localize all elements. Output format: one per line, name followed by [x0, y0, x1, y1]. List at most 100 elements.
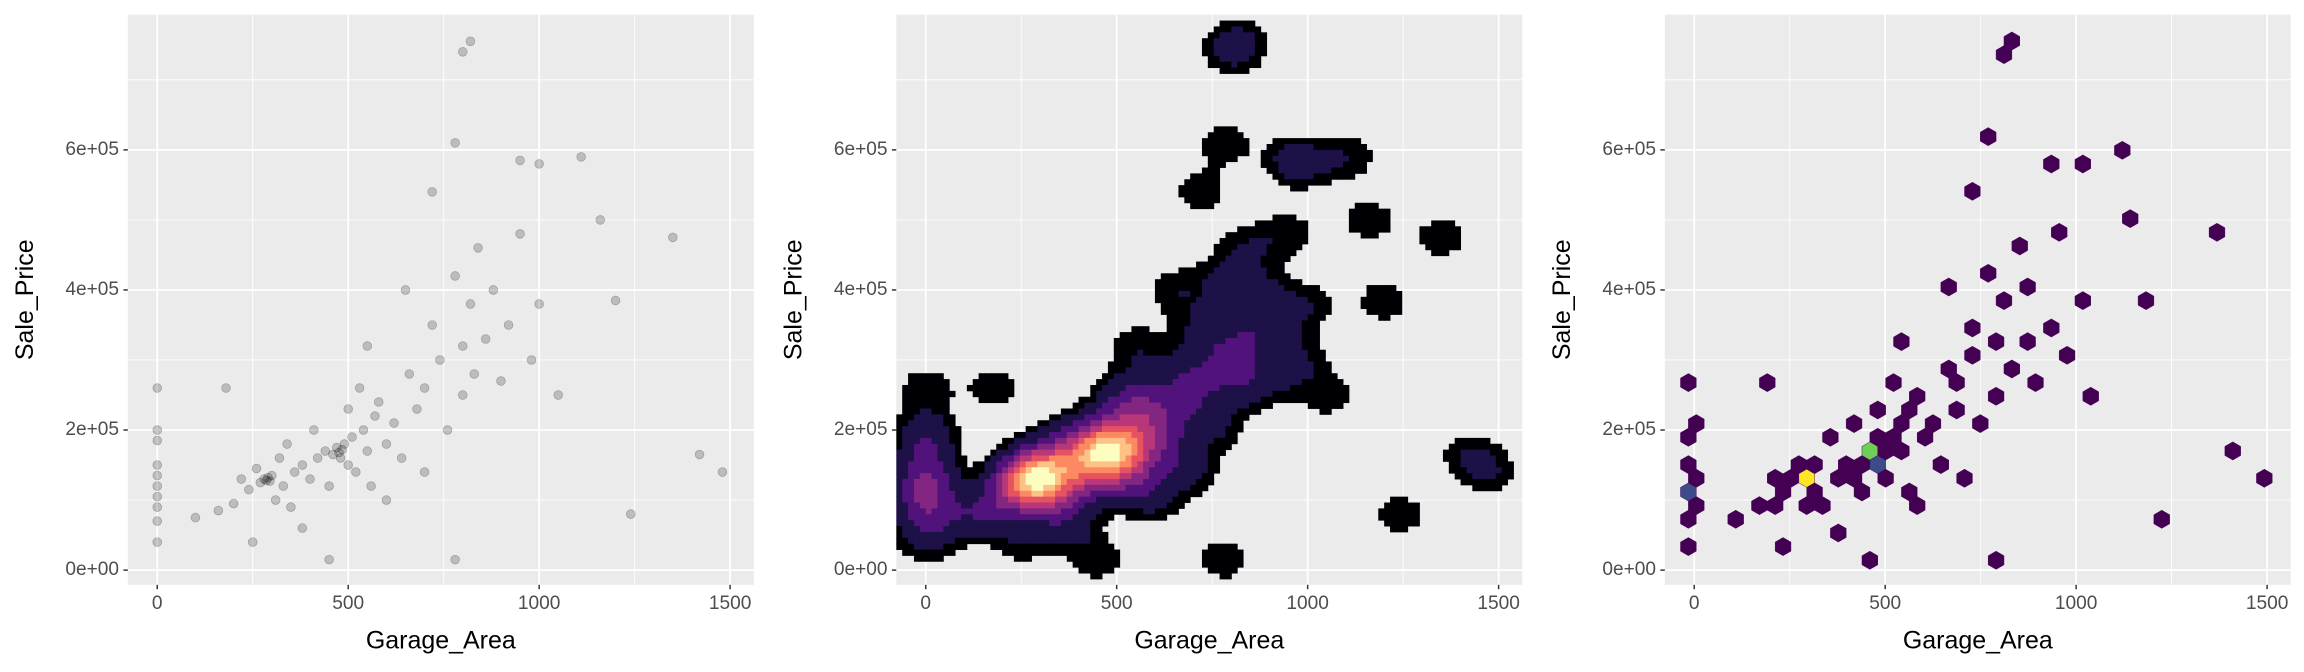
density-cell	[1037, 526, 1044, 533]
density-cell	[1254, 49, 1262, 57]
density-cell	[996, 520, 1003, 527]
density-cell	[931, 432, 938, 439]
density-cell	[1019, 484, 1027, 492]
density-cell	[1113, 396, 1121, 404]
density-cell	[1248, 273, 1256, 280]
density-cell	[1219, 367, 1226, 374]
density-cell	[1096, 520, 1103, 527]
density-cell	[1319, 361, 1326, 368]
density-cell	[1213, 185, 1221, 192]
point	[515, 155, 525, 166]
density-cell	[1107, 420, 1115, 427]
density-cell	[1301, 149, 1309, 157]
density-cell	[1037, 537, 1044, 545]
density-cell	[1196, 302, 1203, 310]
density-cell	[1160, 285, 1168, 292]
density-cell	[1284, 355, 1291, 362]
density-cell	[1325, 155, 1332, 163]
density-cell	[1055, 414, 1062, 421]
density-cell	[1166, 349, 1174, 357]
density-cell	[1313, 320, 1320, 327]
density-cell	[972, 526, 980, 533]
density-cell	[1243, 67, 1250, 74]
density-cell	[902, 467, 909, 474]
density-cell	[1213, 384, 1221, 392]
hexbin	[1940, 277, 1957, 297]
density-cell	[1225, 132, 1232, 139]
density-cell	[1325, 179, 1332, 186]
density-cell	[1143, 355, 1150, 362]
density-cell	[1454, 243, 1462, 251]
density-cell	[943, 508, 950, 515]
panel: 0 500 1000 15000e+002e+054e+056e+05Garage_A…	[11, 14, 754, 655]
density-cell	[990, 473, 997, 480]
density-cell	[913, 437, 921, 445]
density-cell	[1248, 332, 1256, 339]
density-cell	[1366, 208, 1373, 215]
density-cell	[943, 426, 950, 433]
hexbin	[1853, 482, 1871, 502]
density-cell	[1366, 155, 1373, 163]
density-cell	[1290, 214, 1297, 221]
point	[458, 341, 468, 351]
density-cell	[1154, 285, 1162, 292]
density-cell	[1072, 449, 1079, 456]
density-cell	[1437, 220, 1444, 227]
density-cell	[1213, 390, 1221, 398]
density-cell	[902, 443, 909, 451]
density-cell	[1166, 379, 1174, 386]
density-cell	[902, 455, 909, 462]
density-cell	[996, 502, 1003, 509]
y-tick-label: 2e+05	[834, 419, 888, 440]
density-cell	[1378, 308, 1385, 315]
density-cell	[1254, 390, 1262, 398]
density-cell	[1090, 508, 1097, 515]
density-cell	[1437, 243, 1444, 251]
density-cell	[1278, 249, 1285, 257]
density-cell	[1119, 473, 1126, 480]
density-cell	[919, 414, 927, 421]
density-cell	[1002, 531, 1009, 539]
density-cell	[1231, 144, 1238, 151]
density-cell	[1225, 332, 1232, 339]
density-cell	[984, 537, 991, 545]
hexbin	[1980, 263, 1997, 283]
density-cell	[1037, 514, 1044, 521]
density-cell	[1225, 408, 1232, 415]
density-cell	[1348, 214, 1356, 221]
density-cell	[1254, 249, 1262, 257]
density-cell	[1166, 390, 1174, 398]
point	[362, 446, 373, 456]
density-cell	[955, 537, 962, 545]
density-cell	[1237, 285, 1244, 292]
density-cell	[1266, 220, 1273, 227]
density-cell	[1325, 173, 1332, 180]
density-cell	[972, 384, 980, 392]
density-cell	[1201, 432, 1209, 439]
density-cell	[1090, 402, 1097, 409]
density-cell	[1425, 232, 1432, 239]
density-cell	[1196, 390, 1203, 398]
point	[312, 453, 323, 463]
density-cell	[1190, 326, 1197, 333]
density-cell	[908, 549, 915, 556]
density-cell	[984, 526, 991, 533]
density-cell	[1149, 502, 1156, 509]
density-cell	[1002, 461, 1009, 468]
density-cell	[1107, 461, 1115, 468]
density-cell	[1290, 290, 1297, 298]
density-cell	[937, 449, 944, 456]
density-cell	[1131, 384, 1138, 392]
density-cell	[943, 414, 950, 421]
density-cell	[1254, 232, 1262, 239]
density-cell	[1266, 226, 1273, 233]
density-cell	[1219, 320, 1226, 327]
density-cell	[1225, 367, 1232, 374]
density-cell	[1448, 238, 1456, 245]
point	[396, 453, 407, 463]
density-cell	[1143, 396, 1150, 404]
density-cell	[1201, 185, 1209, 192]
density-cell	[1184, 443, 1191, 451]
density-cell	[1231, 337, 1238, 345]
density-cell	[1131, 443, 1138, 451]
